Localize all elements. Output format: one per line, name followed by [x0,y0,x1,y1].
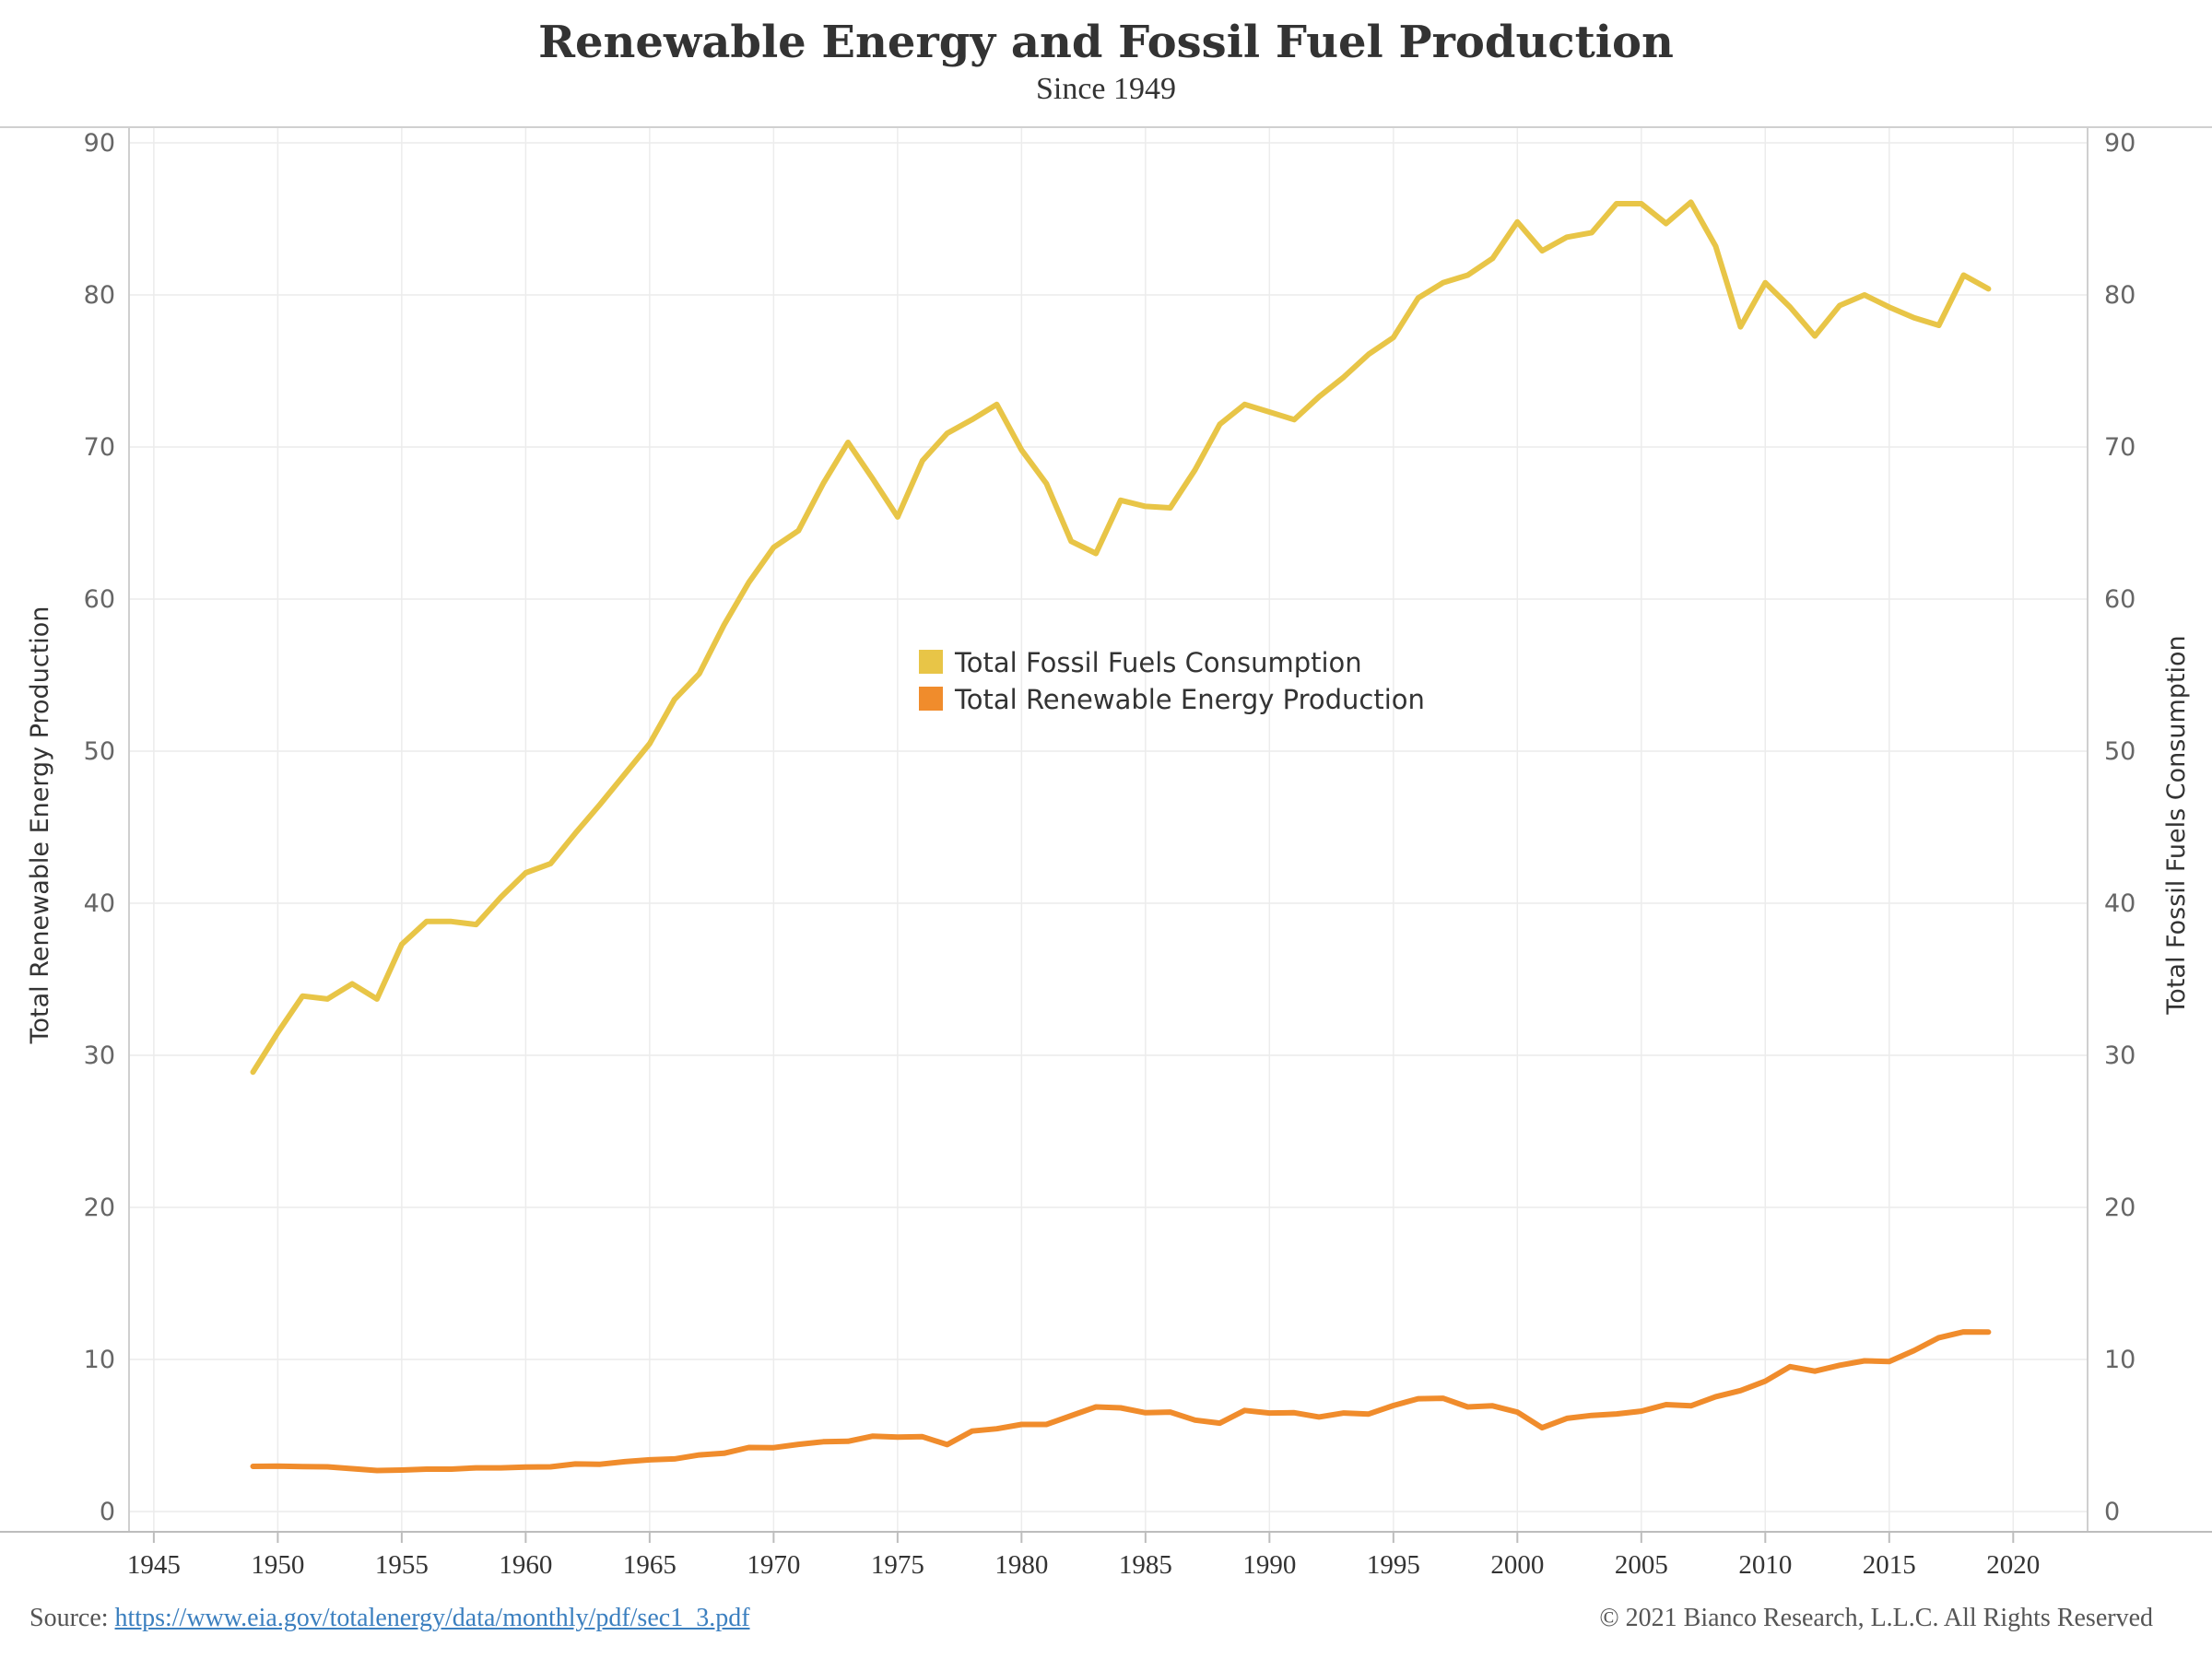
y-tick-left: 50 [84,737,115,766]
y-tick-left: 70 [84,433,115,462]
x-axis-ticks: 1945 1950 1955 1960 1965 1970 1975 1980 1985 1990… [127,1532,2040,1580]
y-tick-left: 30 [84,1041,115,1070]
source-link[interactable]: https://www.eia.gov/totalenergy/data/mon… [114,1604,750,1632]
plot-frame [0,126,2212,1533]
y-tick-right: 80 [2104,281,2136,310]
y-tick-right: 40 [2104,889,2136,918]
y-tick-right: 70 [2104,433,2136,462]
x-tick-label: 2005 [1615,1550,1668,1580]
y-tick-right: 20 [2104,1194,2136,1222]
series-lines [250,199,1992,1474]
y-tick-right: 30 [2104,1041,2136,1070]
y-tick-left: 0 [100,1498,115,1526]
y-tick-left: 20 [84,1194,115,1222]
x-tick-label: 1975 [871,1550,924,1580]
y-tick-left: 90 [84,129,115,158]
x-tick-label: 1955 [375,1550,429,1580]
x-tick-label: 1960 [499,1550,552,1580]
x-tick-label: 1980 [994,1550,1048,1580]
y-axis-right-ticks: 0 10 20 30 40 50 60 70 80 90 [2104,129,2136,1526]
x-tick-label: 1950 [251,1550,304,1580]
source-note: Source: https://www.eia.gov/totalenergy/… [29,1604,750,1633]
y-axis-left-ticks: 0 10 20 30 40 50 60 70 80 90 [84,129,115,1526]
copyright-note: © 2021 Bianco Research, L.L.C. All Right… [1599,1604,2153,1632]
legend-swatch-fossil [919,650,943,674]
x-tick-label: 1970 [747,1550,800,1580]
y-axis-left-title: Total Renewable Energy Production [26,606,54,1045]
y-tick-right: 90 [2104,129,2136,158]
chart-title: Renewable Energy and Fossil Fuel Product… [538,17,1674,68]
y-tick-left: 80 [84,281,115,310]
legend-label-renewable: Total Renewable Energy Production [954,684,1425,715]
chart-subtitle: Since 1949 [1035,72,1177,106]
source-label: Source: [29,1604,115,1632]
x-tick-label: 1965 [623,1550,677,1580]
x-tick-label: 1945 [127,1550,181,1580]
legend-label-fossil: Total Fossil Fuels Consumption [954,647,1362,678]
x-tick-label: 1995 [1367,1550,1420,1580]
y-axis-right-title: Total Fossil Fuels Consumption [2162,635,2191,1015]
y-tick-left: 10 [84,1346,115,1374]
y-tick-right: 50 [2104,737,2136,766]
y-tick-right: 10 [2104,1346,2136,1374]
x-tick-label: 1990 [1242,1550,1296,1580]
y-tick-left: 60 [84,585,115,614]
x-tick-label: 2015 [1863,1550,1916,1580]
y-tick-right: 60 [2104,585,2136,614]
y-tick-right: 0 [2104,1498,2120,1526]
x-tick-label: 1985 [1119,1550,1172,1580]
gridlines [129,127,2088,1532]
series-line-fossil [250,199,1992,1076]
x-tick-label: 2010 [1738,1550,1792,1580]
series-line-renewable [250,1329,1992,1474]
x-tick-label: 2020 [1986,1550,2040,1580]
x-tick-label: 2000 [1490,1550,1544,1580]
y-tick-left: 40 [84,889,115,918]
legend-swatch-renewable [919,687,943,711]
legend: Total Fossil Fuels Consumption Total Ren… [919,647,1425,715]
